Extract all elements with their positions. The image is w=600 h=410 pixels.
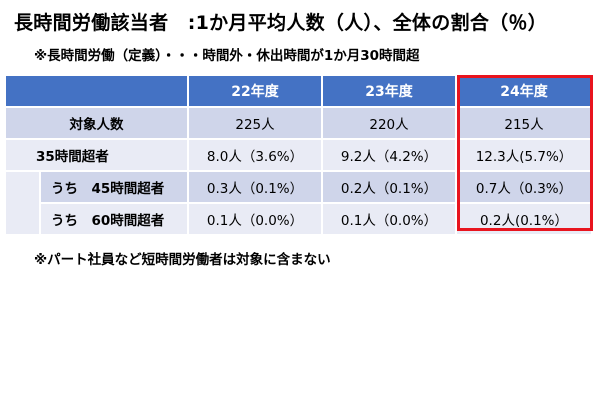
table-cell: 8.0人（3.6%） [188,139,323,172]
header-fy23: 23年度 [322,76,457,108]
page-title: 長時間労働該当者 :1か月平均人数（人）、全体の割合（％） [14,12,548,34]
table-cell: 0.7人（0.3%） [456,171,593,204]
table-cell: 9.2人（4.2%） [322,139,457,172]
row-label-target-count: 対象人数 [6,107,189,140]
table-header-row: 22年度 23年度 24年度 [6,76,593,108]
table-row: 35時間超者 8.0人（3.6%） 9.2人（4.2%） 12.3人(5.7%） [6,139,593,172]
row-label-over-35h: 35時間超者 [6,139,189,172]
table-cell: 0.1人（0.0%） [188,203,323,236]
table-cell: 220人 [322,107,457,140]
indent-spacer [6,171,41,236]
table-row: 対象人数 225人 220人 215人 [6,107,593,140]
header-fy24: 24年度 [456,76,593,108]
table-row: うち 45時間超者 0.3人（0.1%） 0.2人（0.1%） 0.7人（0.3… [6,171,593,236]
table-cell: 0.2人(0.1%） [456,203,593,236]
table-cell: 215人 [456,107,593,140]
header-corner-cell [6,76,189,108]
table-cell: 225人 [188,107,323,140]
table-cell: 0.2人（0.1%） [322,171,457,204]
definition-note: ※長時間労働（定義）・・・時間外・休出時間が1か月30時間超 [34,48,420,64]
table-row: うち 60時間超者 0.1人（0.0%） 0.1人（0.0%） 0.2人(0.1… [6,203,593,236]
row-label-over-45h: うち 45時間超者 [40,171,189,204]
table-cell: 12.3人(5.7%） [456,139,593,172]
row-label-over-60h: うち 60時間超者 [40,203,189,236]
overtime-table: 22年度 23年度 24年度 対象人数 225人 220人 215人 35時間超… [6,76,593,236]
header-fy22: 22年度 [188,76,323,108]
exclusion-note: ※パート社員など短時間労働者は対象に含まない [34,252,331,268]
table-cell: 0.1人（0.0%） [322,203,457,236]
table-cell: 0.3人（0.1%） [188,171,323,204]
